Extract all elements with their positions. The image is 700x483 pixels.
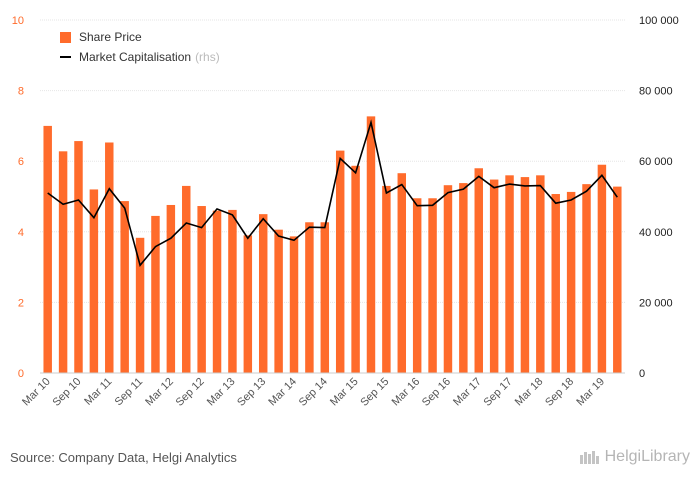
- market-cap-swatch: [60, 56, 71, 58]
- share-price-bar[interactable]: [258, 214, 268, 373]
- share-price-bar[interactable]: [43, 125, 52, 374]
- share-price-bar[interactable]: [489, 179, 499, 373]
- x-tick-label: Mar 10: [20, 376, 53, 409]
- share-price-bar[interactable]: [151, 215, 160, 373]
- share-price-bar[interactable]: [428, 198, 437, 373]
- x-tick-label: Mar 19: [574, 376, 607, 409]
- x-tick-label: Mar 13: [205, 376, 238, 409]
- y-right-tick-label: 0: [639, 368, 645, 380]
- share-price-bar[interactable]: [120, 201, 129, 373]
- y-right-tick-label: 60 000: [639, 156, 673, 168]
- share-price-bar[interactable]: [243, 235, 253, 373]
- x-tick-label: Sep 18: [543, 376, 576, 409]
- share-price-bar[interactable]: [58, 151, 68, 373]
- y-right-tick-label: 20 000: [639, 297, 673, 309]
- legend: Share Price Market Capitalisation (rhs): [60, 27, 220, 67]
- logo-text: HelgiLibrary: [604, 448, 690, 465]
- x-tick-label: Mar 11: [82, 376, 114, 408]
- share-price-bar[interactable]: [536, 175, 545, 373]
- share-price-bar[interactable]: [212, 210, 222, 373]
- y-left-tick-label: 6: [18, 156, 24, 168]
- share-price-bar[interactable]: [182, 185, 191, 373]
- share-price-bar[interactable]: [135, 237, 145, 373]
- share-price-bar[interactable]: [289, 236, 299, 373]
- source-note: Source: Company Data, Helgi Analytics: [10, 450, 237, 465]
- share-price-bar[interactable]: [305, 222, 314, 373]
- y-left-tick-label: 10: [12, 15, 24, 27]
- y-left-tick-label: 8: [18, 86, 24, 98]
- y-right-tick-labels: 0 20 000 40 000 60 000 80 000 100 000: [639, 15, 679, 380]
- share-price-bar[interactable]: [351, 165, 360, 373]
- share-price-bar[interactable]: [505, 175, 514, 373]
- helgi-library-logo[interactable]: HelgiLibrary: [579, 448, 690, 466]
- x-tick-label: Mar 12: [143, 376, 176, 409]
- share-price-swatch: [60, 31, 71, 43]
- share-price-bar[interactable]: [197, 206, 206, 373]
- share-price-bar[interactable]: [443, 185, 453, 373]
- x-tick-label: Mar 17: [451, 376, 484, 409]
- y-left-tick-labels: 0 2 4 6 8 10: [12, 15, 24, 380]
- x-tick-label: Sep 14: [297, 376, 330, 409]
- share-price-bar[interactable]: [459, 183, 468, 373]
- market-cap-line: [47, 119, 618, 268]
- share-price-bar[interactable]: [613, 186, 622, 373]
- x-tick-label: Mar 16: [390, 376, 423, 409]
- share-price-bar[interactable]: [474, 168, 483, 373]
- x-tick-label: Mar 18: [513, 376, 546, 409]
- legend-label-market-cap: Market Capitalisation: [79, 50, 192, 64]
- y-right-tick-label: 80 000: [639, 86, 673, 98]
- share-price-bar[interactable]: [105, 142, 114, 373]
- share-price-bar[interactable]: [551, 194, 560, 373]
- legend-item-share-price[interactable]: Share Price: [60, 27, 220, 47]
- share-price-bar[interactable]: [520, 177, 530, 373]
- x-tick-label: Mar 15: [328, 376, 361, 409]
- x-tick-label: Sep 15: [358, 376, 391, 409]
- legend-label-share-price: Share Price: [79, 30, 142, 44]
- legend-label-rhs: (rhs): [195, 50, 220, 64]
- share-price-bar[interactable]: [89, 189, 99, 373]
- y-left-tick-label: 2: [18, 297, 24, 309]
- x-tick-label: Sep 16: [420, 376, 453, 409]
- x-tick-label: Sep 17: [482, 376, 515, 409]
- share-price-bar[interactable]: [228, 209, 237, 373]
- y-right-tick-label: 100 000: [639, 15, 679, 27]
- y-right-tick-label: 40 000: [639, 227, 673, 239]
- x-tick-label: Sep 12: [174, 376, 207, 409]
- share-price-bars: [43, 116, 622, 374]
- x-tick-label: Mar 14: [266, 376, 299, 409]
- x-tick-label: Sep 11: [113, 376, 146, 409]
- share-price-bar[interactable]: [382, 185, 391, 373]
- share-price-bar[interactable]: [320, 222, 330, 373]
- x-tick-label: Sep 10: [50, 376, 83, 409]
- library-icon: [579, 451, 599, 464]
- grid-lines: [40, 19, 625, 303]
- share-price-bar[interactable]: [397, 173, 407, 373]
- share-price-bar[interactable]: [412, 198, 422, 373]
- share-price-bar[interactable]: [74, 141, 83, 373]
- y-left-tick-label: 4: [18, 227, 24, 239]
- x-tick-label: Sep 13: [235, 376, 268, 409]
- share-price-bar[interactable]: [335, 150, 345, 373]
- y-left-tick-label: 0: [18, 368, 24, 380]
- share-price-bar[interactable]: [597, 164, 607, 373]
- share-price-bar[interactable]: [582, 184, 591, 373]
- share-price-bar[interactable]: [274, 229, 283, 373]
- share-price-bar[interactable]: [566, 191, 576, 373]
- share-price-bar[interactable]: [166, 204, 176, 373]
- share-price-bar[interactable]: [366, 116, 376, 373]
- legend-item-market-cap[interactable]: Market Capitalisation (rhs): [60, 47, 220, 67]
